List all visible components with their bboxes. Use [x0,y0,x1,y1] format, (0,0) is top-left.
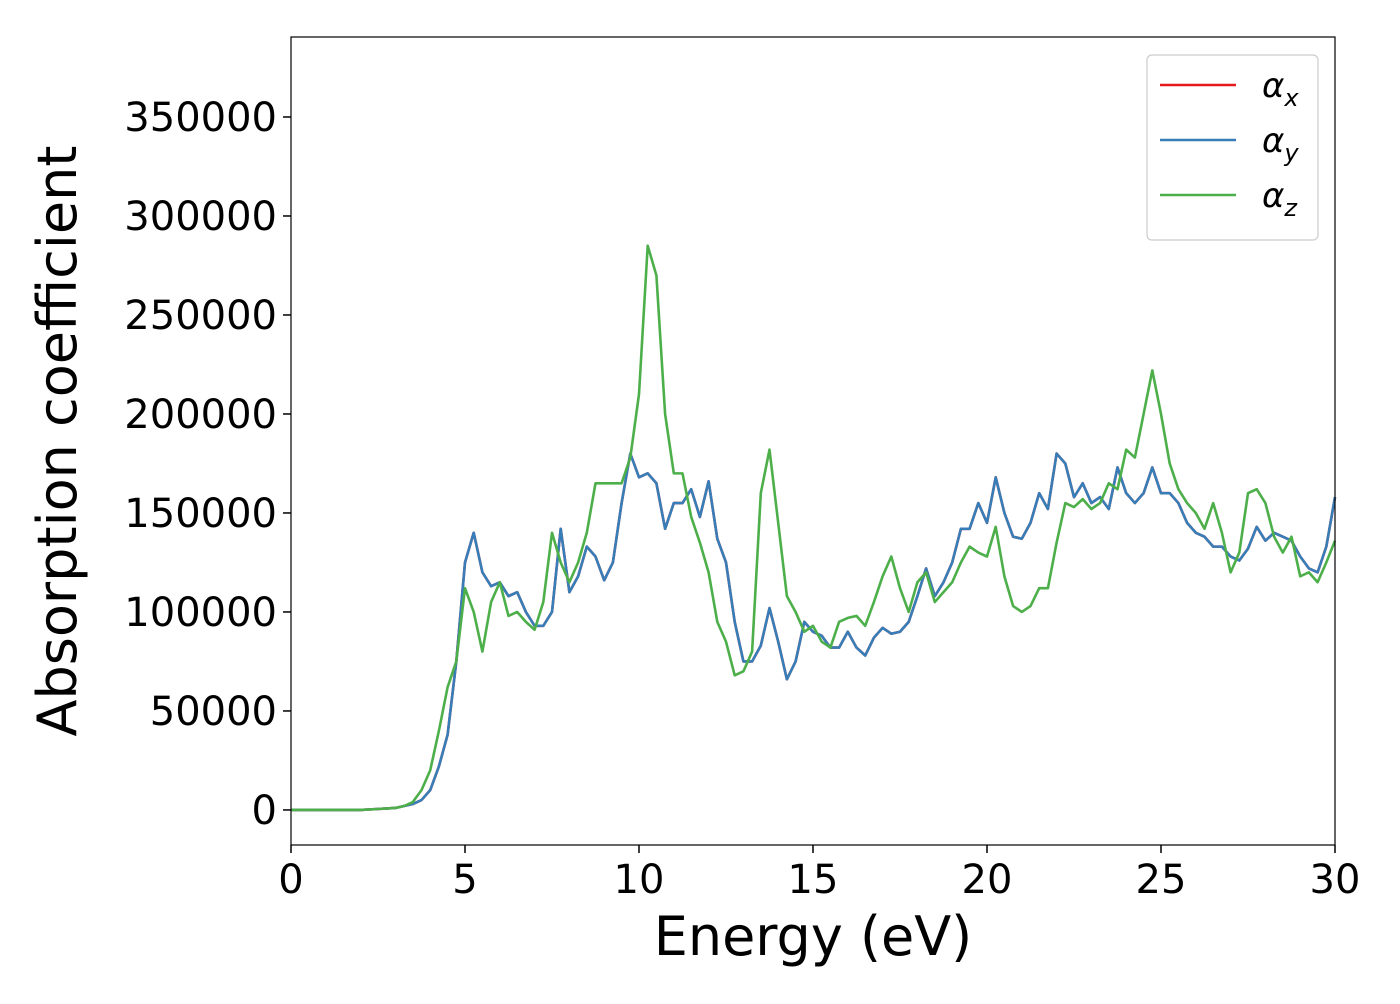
y-axis-label: Absorption coefficient [26,146,89,737]
series-line [291,244,1337,812]
x-tick-label: 25 [1136,857,1187,903]
x-axis-label: Energy (eV) [654,905,973,968]
y-tick-label: 100000 [124,590,277,636]
x-tick-label: 30 [1310,857,1361,903]
legend-label: αz [1262,176,1298,222]
y-tick-label: 250000 [124,293,277,339]
x-tick-label: 5 [452,857,477,903]
y-tick-label: 0 [252,788,277,834]
x-tick-label: 0 [278,857,303,903]
y-tick-label: 350000 [124,95,277,141]
legend-label: αx [1262,66,1299,112]
x-tick-label: 10 [614,857,665,903]
x-tick-label: 20 [962,857,1013,903]
x-tick-label: 15 [788,857,839,903]
y-tick-label: 50000 [150,689,277,735]
plot-frame [290,36,1336,846]
series-line [291,452,1337,812]
legend-label: αy [1262,121,1299,167]
y-tick-label: 200000 [124,392,277,438]
y-tick-label: 150000 [124,491,277,537]
y-tick-label: 300000 [124,194,277,240]
